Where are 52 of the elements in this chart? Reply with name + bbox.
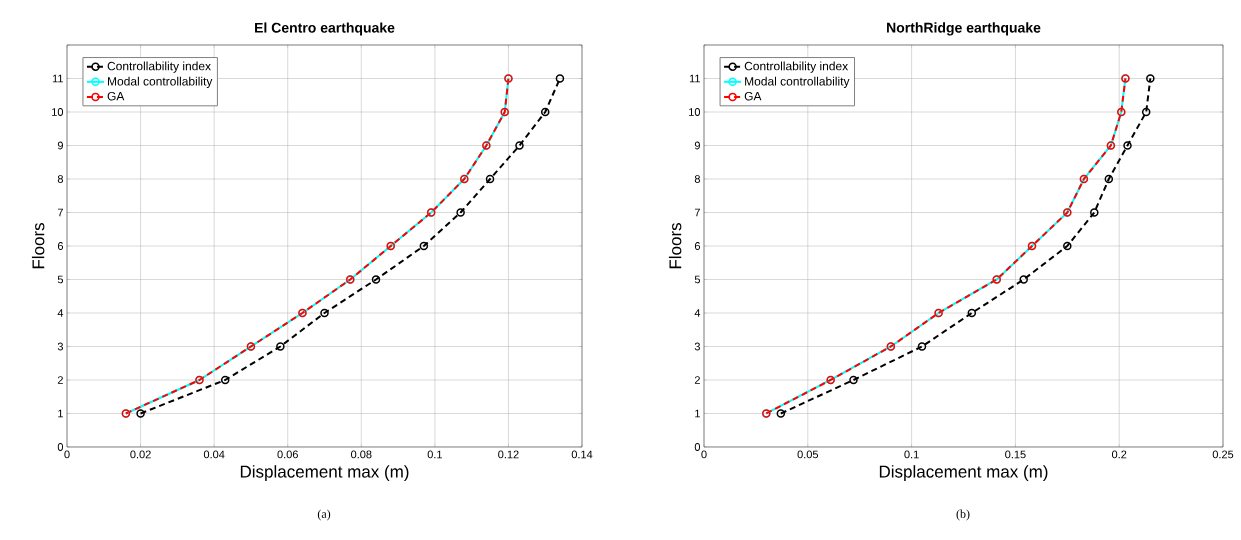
y-tick-label: 2 (694, 376, 700, 384)
legend-label: Controllability index (107, 61, 211, 73)
x-tick-label: 0 (701, 450, 707, 459)
y-tick-label: 0 (57, 443, 64, 451)
y-tick-label: 9 (57, 141, 63, 150)
y-tick-label: 10 (689, 108, 701, 116)
x-tick-label: 0.05 (797, 450, 819, 459)
y-tick-label: 11 (52, 74, 63, 83)
y-tick-label: 5 (57, 275, 64, 284)
x-axis-title: Displacement max (m) (240, 465, 409, 482)
legend-label: Controllability index (744, 61, 849, 73)
chart-title: El Centro earthquake (255, 22, 395, 36)
x-tick-label: 0.12 (498, 450, 519, 459)
y-tick-label: 6 (57, 242, 63, 250)
y-tick-label: 8 (694, 175, 700, 183)
chart-title: NorthRidge earthquake (887, 22, 1041, 36)
x-tick-label: 0.1 (427, 450, 442, 459)
y-tick-label: 7 (694, 208, 700, 217)
legend-label: Modal controllability (745, 76, 850, 88)
x-tick-label: 0.1 (904, 450, 919, 459)
y-tick-label: 4 (694, 309, 701, 317)
y-tick-label: 8 (57, 175, 63, 183)
y-tick-label: 9 (694, 141, 700, 150)
y-tick-label: 7 (57, 208, 63, 217)
legend-label: GA (107, 91, 125, 101)
x-axis-title: Displacement max (m) (879, 465, 1048, 482)
x-tick-label: 0.14 (571, 450, 593, 459)
y-tick-label: 10 (52, 108, 64, 116)
y-tick-label: 5 (694, 275, 700, 284)
y-tick-label: 6 (694, 242, 700, 250)
y-axis-title: Floors (668, 222, 682, 269)
y-axis-title: Floors (31, 222, 45, 269)
x-tick-label: 0.2 (1111, 450, 1127, 459)
y-tick-label: 11 (689, 74, 700, 83)
x-tick-label: 0.04 (203, 450, 225, 459)
x-tick-label: 0.08 (351, 450, 372, 459)
text: (a) (317, 509, 331, 521)
y-tick-label: 1 (695, 409, 700, 418)
x-tick-label: 0.06 (277, 450, 298, 459)
x-tick-label: 0.02 (130, 450, 151, 459)
legend-label: GA (744, 91, 762, 101)
x-tick-label: 0.15 (1005, 450, 1026, 459)
y-tick-label: 2 (57, 376, 63, 384)
y-tick-label: 4 (57, 309, 64, 317)
y-tick-label: 3 (694, 342, 700, 351)
y-tick-label: 1 (58, 409, 63, 418)
y-tick-label: 3 (57, 342, 63, 351)
legend-label: Modal controllability (108, 76, 213, 88)
x-tick-label: 0 (64, 450, 70, 459)
x-tick-label: 0.25 (1212, 450, 1234, 459)
text: (b) (956, 509, 970, 521)
y-tick-label: 0 (694, 443, 701, 451)
